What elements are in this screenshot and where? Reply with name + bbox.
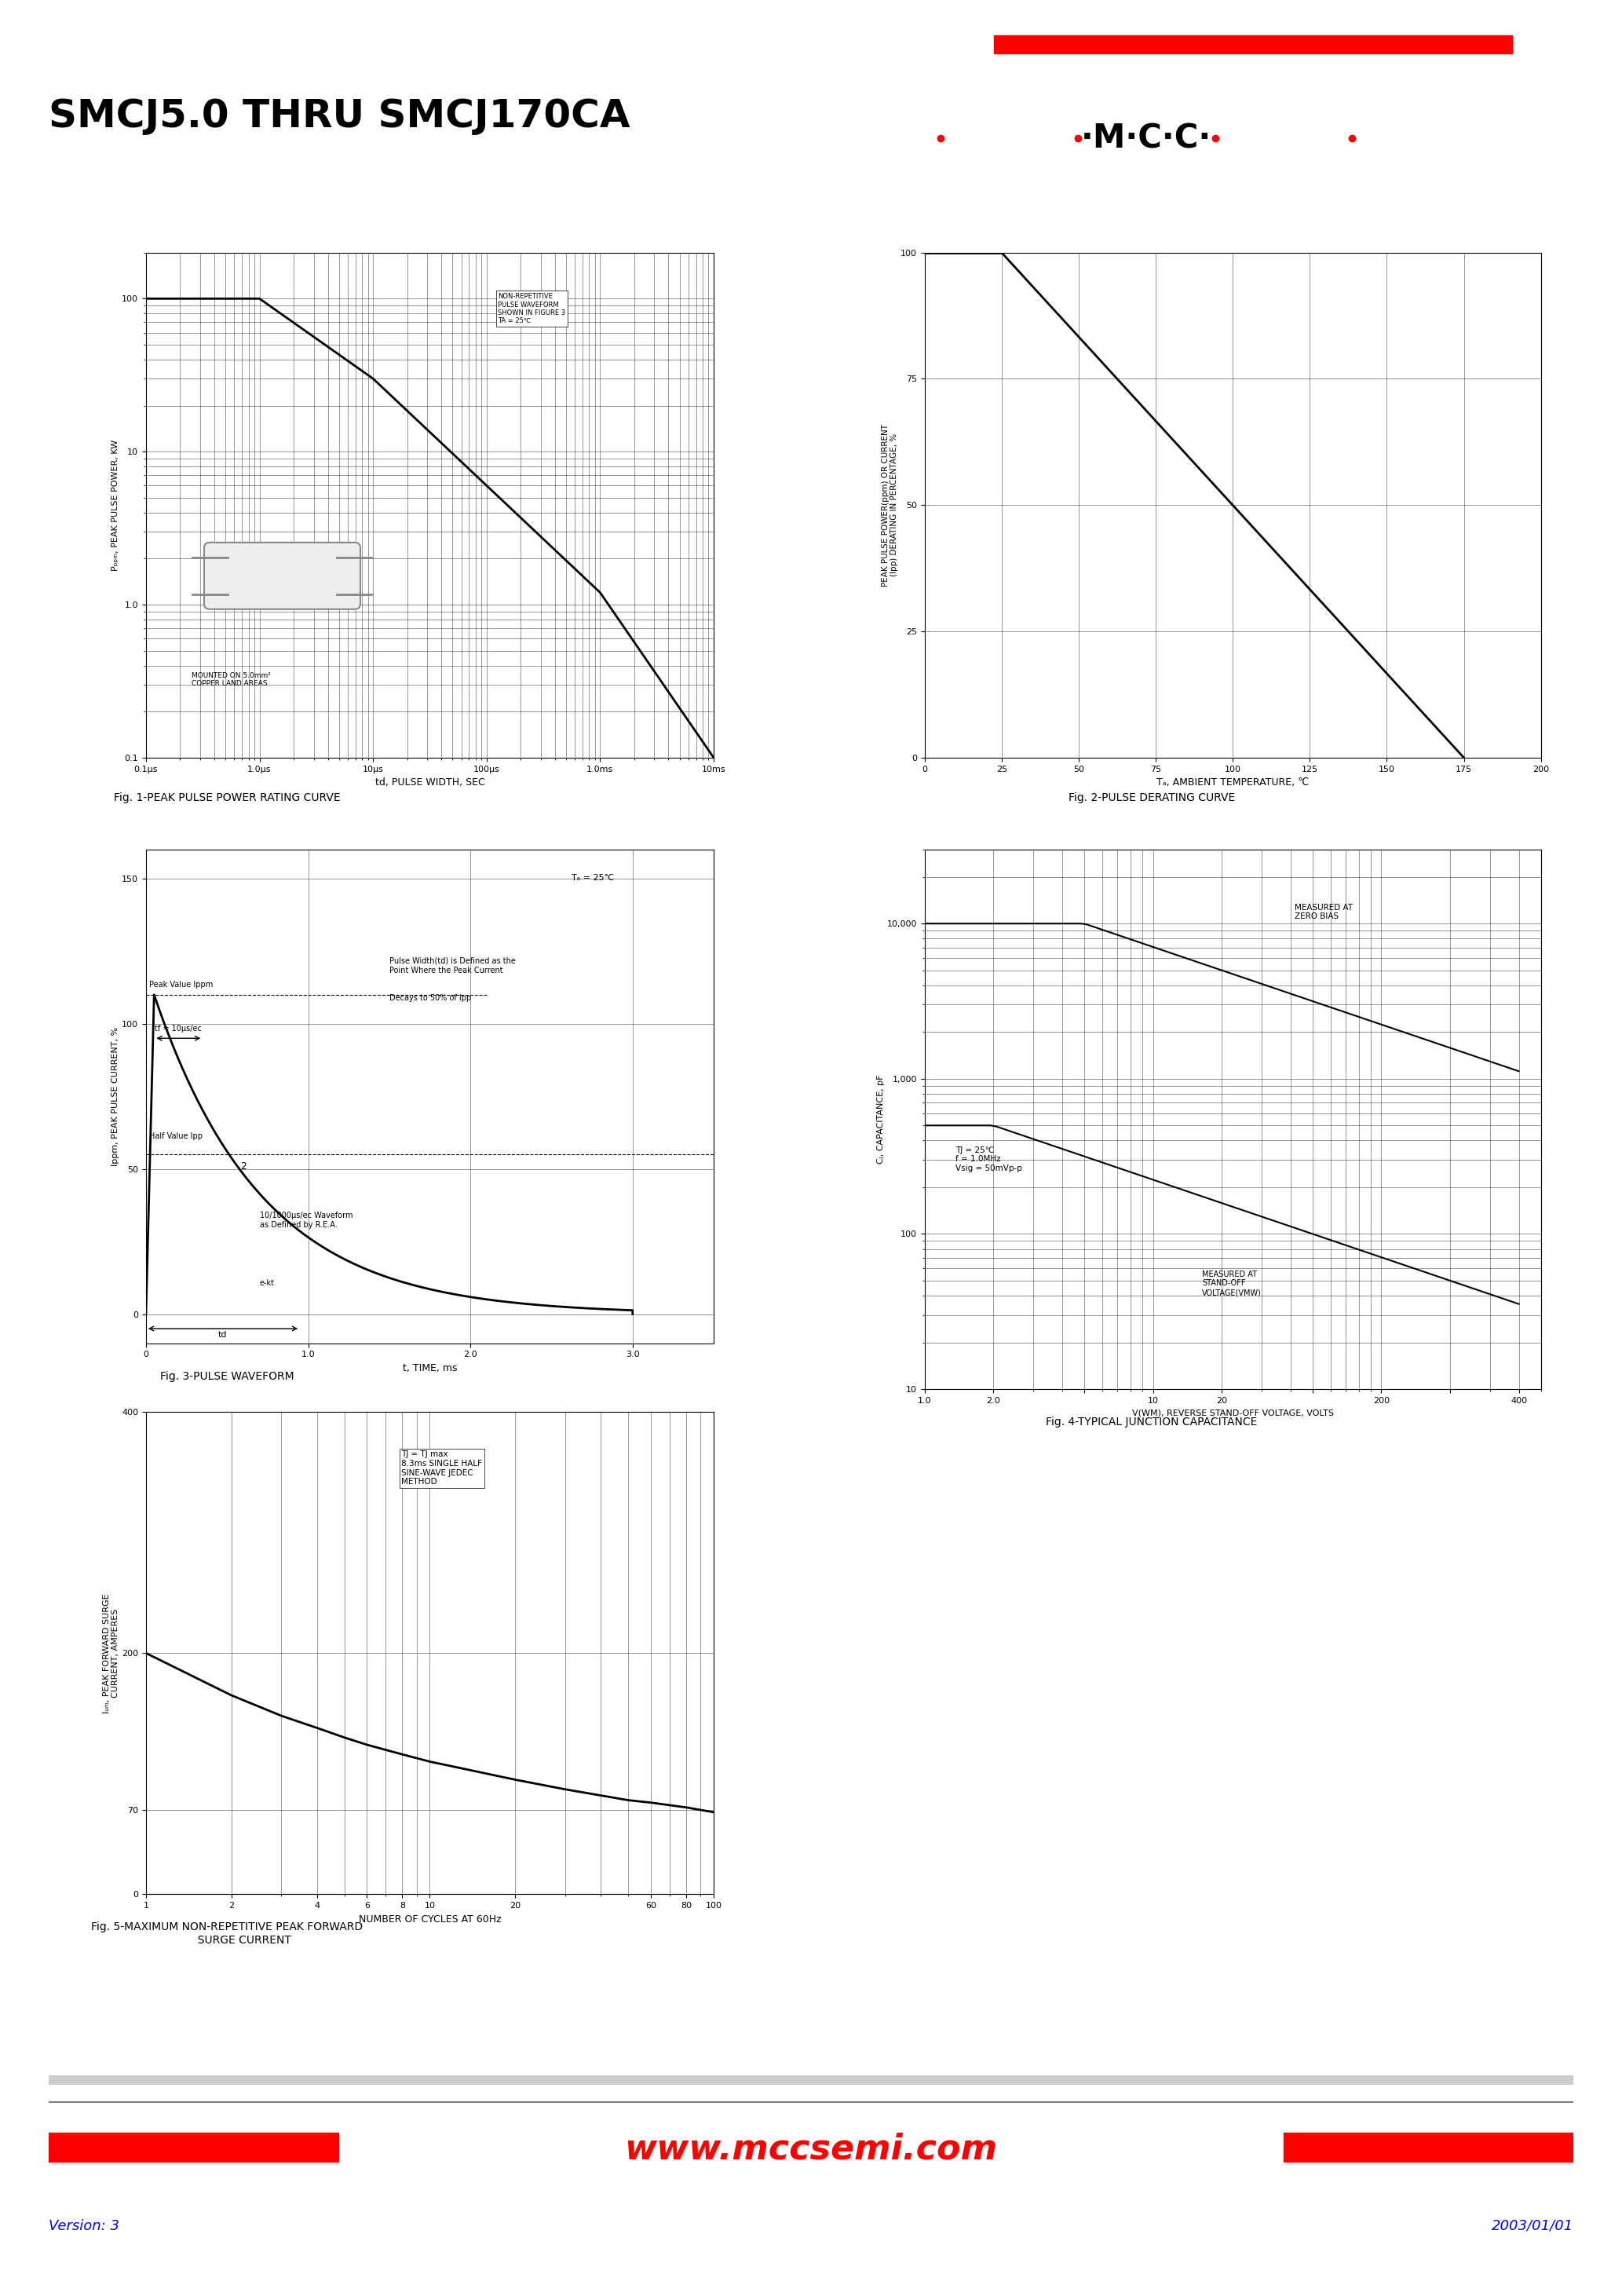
- Text: Fig. 5-MAXIMUM NON-REPETITIVE PEAK FORWARD
          SURGE CURRENT: Fig. 5-MAXIMUM NON-REPETITIVE PEAK FORWA…: [91, 1922, 363, 1945]
- Text: Fig. 3-PULSE WAVEFORM: Fig. 3-PULSE WAVEFORM: [161, 1371, 294, 1382]
- Text: TJ = 25℃
f = 1.0MHz
Vsig = 50mVp-p: TJ = 25℃ f = 1.0MHz Vsig = 50mVp-p: [955, 1146, 1022, 1173]
- Text: 2: 2: [240, 1162, 247, 1171]
- Y-axis label: Pₚₚₘ, PEAK PULSE POWER, KW: Pₚₚₘ, PEAK PULSE POWER, KW: [112, 439, 120, 572]
- X-axis label: t, TIME, ms: t, TIME, ms: [402, 1364, 457, 1373]
- Text: 2003/01/01: 2003/01/01: [1492, 2218, 1573, 2234]
- Text: tf = 10μs/ec: tf = 10μs/ec: [156, 1024, 201, 1033]
- Text: TJ = TJ max
8.3ms SINGLE HALF
SINE-WAVE JEDEC
METHOD: TJ = TJ max 8.3ms SINGLE HALF SINE-WAVE …: [402, 1451, 482, 1486]
- Y-axis label: PEAK PULSE POWER(ppm) OR CURRENT
(Ipp) DERATING IN PERCENTAGE, %: PEAK PULSE POWER(ppm) OR CURRENT (Ipp) D…: [881, 425, 899, 585]
- Text: MEASURED AT
STAND-OFF
VOLTAGE(VMW): MEASURED AT STAND-OFF VOLTAGE(VMW): [1202, 1270, 1262, 1297]
- Text: td: td: [217, 1332, 227, 1339]
- Text: Half Value Ipp: Half Value Ipp: [149, 1132, 203, 1139]
- X-axis label: Tₐ, AMBIENT TEMPERATURE, ℃: Tₐ, AMBIENT TEMPERATURE, ℃: [1156, 778, 1309, 788]
- Text: MOUNTED ON 5.0mm²
COPPER LAND AREAS: MOUNTED ON 5.0mm² COPPER LAND AREAS: [191, 673, 271, 687]
- Text: www.mccsemi.com: www.mccsemi.com: [624, 2133, 998, 2165]
- Text: SMCJ5.0 THRU SMCJ170CA: SMCJ5.0 THRU SMCJ170CA: [49, 96, 629, 135]
- Text: ·M·C·C·: ·M·C·C·: [1082, 122, 1212, 154]
- Text: 10/1000μs/ec Waveform
as Defined by R.E.A.: 10/1000μs/ec Waveform as Defined by R.E.…: [260, 1212, 352, 1228]
- Text: Tₐ = 25℃: Tₐ = 25℃: [571, 875, 615, 882]
- Text: Peak Value Ippm: Peak Value Ippm: [149, 980, 212, 990]
- Text: MEASURED AT
ZERO BIAS: MEASURED AT ZERO BIAS: [1294, 902, 1353, 921]
- Text: Decays to 50% of Ipp: Decays to 50% of Ipp: [389, 994, 470, 1001]
- X-axis label: td, PULSE WIDTH, SEC: td, PULSE WIDTH, SEC: [375, 778, 485, 788]
- X-axis label: V(WM), REVERSE STAND-OFF VOLTAGE, VOLTS: V(WM), REVERSE STAND-OFF VOLTAGE, VOLTS: [1132, 1410, 1333, 1417]
- Bar: [1283, 2133, 1573, 2163]
- Text: NON-REPETITIVE
PULSE WAVEFORM
SHOWN IN FIGURE 3
TA = 25℃: NON-REPETITIVE PULSE WAVEFORM SHOWN IN F…: [498, 294, 566, 324]
- Text: e-kt: e-kt: [260, 1279, 274, 1286]
- Text: Fig. 2-PULSE DERATING CURVE: Fig. 2-PULSE DERATING CURVE: [1069, 792, 1234, 804]
- Y-axis label: Iᵤₘ, PEAK FORWARD SURGE
CURRENT, AMPERES: Iᵤₘ, PEAK FORWARD SURGE CURRENT, AMPERES: [102, 1593, 120, 1713]
- Text: Fig. 4-TYPICAL JUNCTION CAPACITANCE: Fig. 4-TYPICAL JUNCTION CAPACITANCE: [1046, 1417, 1257, 1428]
- Text: Pulse Width(td) is Defined as the
Point Where the Peak Current: Pulse Width(td) is Defined as the Point …: [389, 957, 516, 974]
- X-axis label: NUMBER OF CYCLES AT 60Hz: NUMBER OF CYCLES AT 60Hz: [358, 1915, 501, 1924]
- Bar: [994, 34, 1512, 53]
- Y-axis label: Cⱼ, CAPACITANCE, pF: Cⱼ, CAPACITANCE, pF: [876, 1075, 884, 1164]
- Text: Version: 3: Version: 3: [49, 2218, 120, 2234]
- Y-axis label: Ippm, PEAK PULSE CURRENT, %: Ippm, PEAK PULSE CURRENT, %: [112, 1026, 120, 1166]
- Bar: [49, 2133, 339, 2163]
- Text: Fig. 1-PEAK PULSE POWER RATING CURVE: Fig. 1-PEAK PULSE POWER RATING CURVE: [114, 792, 341, 804]
